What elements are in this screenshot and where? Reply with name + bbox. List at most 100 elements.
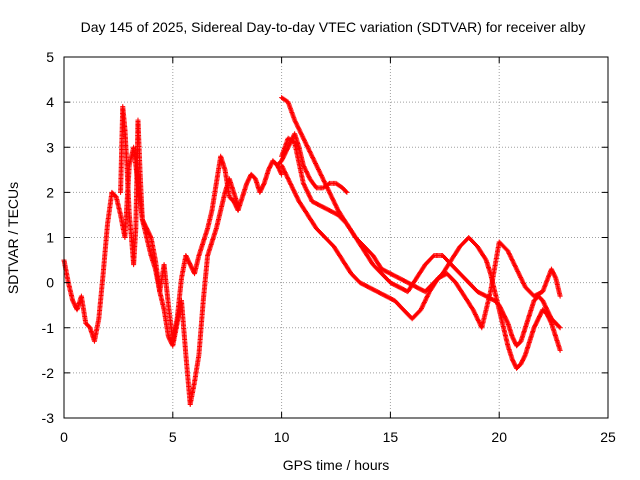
data-point-marker	[289, 136, 295, 142]
data-point-marker	[277, 168, 283, 174]
data-point-marker	[70, 298, 76, 304]
data-point-marker	[381, 292, 387, 298]
data-point-marker	[147, 232, 153, 238]
data-point-marker	[533, 292, 539, 298]
x-tick-label: 20	[491, 429, 507, 445]
data-point-marker	[365, 284, 371, 290]
data-point-marker	[480, 291, 486, 297]
data-point-marker	[557, 293, 563, 299]
data-point-marker	[534, 291, 540, 297]
data-point-marker	[332, 210, 338, 216]
data-point-marker	[257, 188, 263, 194]
data-point-marker	[392, 273, 398, 279]
series-trace-6	[274, 131, 350, 195]
data-point-marker	[319, 203, 325, 209]
data-point-marker	[435, 275, 441, 281]
data-point-marker	[498, 307, 504, 313]
data-point-marker	[331, 210, 337, 216]
data-point-marker	[511, 361, 517, 367]
data-point-marker	[474, 289, 480, 295]
data-point-marker	[166, 335, 172, 341]
data-point-marker	[259, 185, 265, 191]
data-point-marker	[477, 290, 483, 296]
data-point-marker	[541, 301, 547, 307]
data-point-marker	[430, 254, 436, 260]
data-point-marker	[531, 293, 537, 299]
data-point-marker	[511, 338, 517, 344]
data-point-marker	[536, 313, 542, 319]
data-point-marker	[184, 255, 190, 261]
data-point-marker	[328, 208, 334, 214]
data-point-marker	[281, 153, 287, 159]
data-point-marker	[333, 211, 339, 217]
data-point-marker	[187, 260, 193, 266]
y-tick-label: 5	[46, 49, 54, 65]
data-point-marker	[358, 280, 364, 286]
data-point-marker	[400, 286, 406, 292]
data-point-marker	[371, 287, 377, 293]
data-point-marker	[552, 273, 558, 279]
y-tick-label: 0	[46, 275, 54, 291]
data-point-marker	[384, 294, 390, 300]
data-point-marker	[379, 266, 385, 272]
data-point-marker	[538, 310, 544, 316]
data-point-marker	[439, 273, 445, 279]
data-point-marker	[415, 285, 421, 291]
data-point-marker	[367, 285, 373, 291]
data-point-marker	[282, 150, 288, 156]
data-point-marker	[552, 274, 558, 280]
data-point-marker	[547, 313, 553, 319]
data-point-marker	[557, 325, 563, 331]
data-point-marker	[186, 259, 192, 265]
data-point-marker	[544, 306, 550, 312]
data-point-marker	[141, 220, 147, 226]
data-point-marker	[500, 310, 506, 316]
data-point-marker	[309, 198, 315, 204]
data-point-marker	[497, 303, 503, 309]
y-tick-label: -2	[42, 365, 55, 381]
data-point-marker	[279, 157, 285, 163]
data-point-marker	[323, 206, 329, 212]
data-point-marker	[245, 177, 251, 183]
data-point-marker	[260, 183, 266, 189]
data-point-marker	[504, 319, 510, 325]
data-point-marker	[261, 181, 267, 187]
data-point-marker	[551, 272, 557, 278]
data-point-marker	[383, 293, 389, 299]
data-point-marker	[393, 273, 399, 279]
data-point-marker	[499, 309, 505, 315]
series-trace-2	[118, 104, 241, 407]
data-point-marker	[399, 286, 405, 292]
data-point-marker	[380, 267, 386, 273]
data-point-marker	[406, 280, 412, 286]
data-point-marker	[139, 216, 145, 222]
data-point-marker	[396, 284, 402, 290]
data-point-marker	[184, 256, 190, 262]
data-point-marker	[325, 207, 331, 213]
y-tick-label: 3	[46, 139, 54, 155]
data-point-marker	[518, 361, 524, 367]
data-point-marker	[267, 165, 273, 171]
data-point-marker	[185, 257, 191, 263]
data-point-marker	[414, 284, 420, 290]
data-point-marker	[315, 201, 321, 207]
data-point-marker	[441, 272, 447, 278]
data-point-marker	[281, 152, 287, 158]
data-point-marker	[502, 315, 508, 321]
data-point-marker	[405, 280, 411, 286]
data-point-marker	[143, 223, 149, 229]
data-point-marker	[548, 266, 554, 272]
data-point-marker	[532, 324, 538, 330]
y-axis-label: SDTVAR / TECUs	[5, 182, 21, 294]
data-point-marker	[388, 280, 394, 286]
data-point-marker	[403, 278, 409, 284]
series-trace-4	[279, 135, 563, 349]
data-point-marker	[545, 308, 551, 314]
data-point-marker	[283, 149, 289, 155]
data-point-marker	[402, 278, 408, 284]
data-point-marker	[519, 359, 525, 365]
data-point-marker	[326, 207, 332, 213]
data-point-marker	[393, 282, 399, 288]
data-point-marker	[384, 269, 390, 275]
